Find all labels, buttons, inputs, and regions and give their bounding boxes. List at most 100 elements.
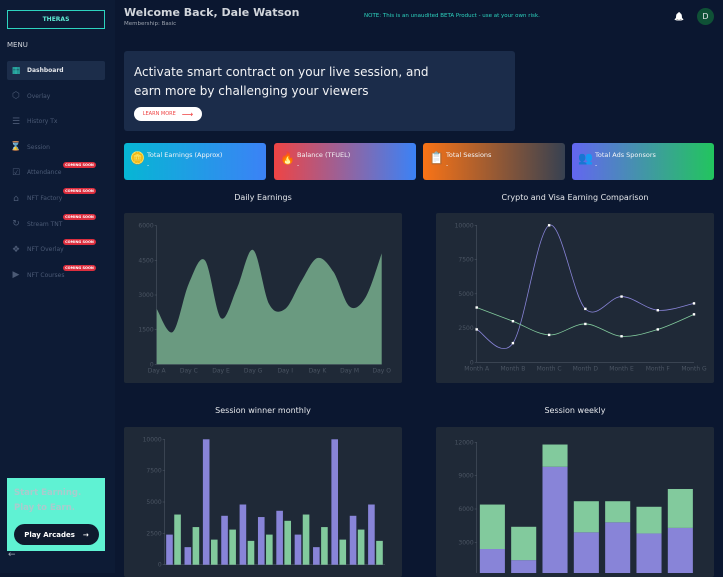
sidebar-item-nft-courses[interactable]: ▶ NFT Courses xyxy=(7,266,105,285)
bar-segment xyxy=(573,532,599,573)
y-tick-label: 1500 xyxy=(138,327,153,334)
data-point xyxy=(584,307,587,311)
grid-icon: ▦ xyxy=(11,65,21,76)
coins-icon: 🪙 xyxy=(130,151,145,165)
y-tick-label: 4500 xyxy=(138,257,153,264)
chart-card-session-winner-monthly: 0 2500 5000 7500 10000 xyxy=(124,427,402,577)
learn-more-button[interactable]: LEARN MORE ⟶ xyxy=(134,107,202,121)
stat-value: - xyxy=(595,162,598,169)
x-tick-label: Day C xyxy=(180,367,198,374)
bar-segment xyxy=(573,501,599,533)
sidebar-item-session[interactable]: ⌛ Session xyxy=(7,138,105,157)
bar xyxy=(229,529,236,565)
beta-note: NOTE: This is an unaudited BETA Product … xyxy=(364,13,540,19)
bar-segment xyxy=(542,466,568,573)
sidebar-item-label: Overlay xyxy=(27,92,51,100)
stat-card-total-ads-sponsors: 👥 Total Ads Sponsors - xyxy=(572,143,714,180)
x-tick-label: Month F xyxy=(646,365,671,372)
x-tick-label: Day O xyxy=(372,367,391,374)
bar-segment xyxy=(542,444,568,467)
play-arcades-button[interactable]: Play Arcades → xyxy=(14,524,99,545)
bar xyxy=(368,504,375,565)
stat-value: - xyxy=(147,162,150,169)
sidebar-item-label: NFT Overlay xyxy=(27,246,64,254)
stat-label: Total Ads Sponsors xyxy=(595,151,656,159)
sidebar-item-label: History Tx xyxy=(27,118,58,126)
fire-icon: 🔥 xyxy=(280,151,295,165)
bar xyxy=(321,527,328,565)
y-tick-label: 10000 xyxy=(143,436,162,443)
sidebar-item-attendance[interactable]: ☑ Attendance xyxy=(7,163,105,182)
bar xyxy=(313,547,320,565)
sidebar-item-label: Session xyxy=(27,143,50,151)
data-point xyxy=(547,333,551,337)
bar xyxy=(376,540,383,565)
clipboard-check-icon: 📋 xyxy=(429,151,444,165)
bar-segment xyxy=(636,506,662,534)
data-point xyxy=(475,306,478,309)
brand-button[interactable]: THERAS xyxy=(7,10,105,29)
arrow-right-icon: → xyxy=(82,530,89,539)
learn-more-label: LEARN MORE xyxy=(142,111,176,117)
cube-icon: ⬡ xyxy=(12,91,20,102)
data-point xyxy=(620,295,623,298)
sidebar-item-nft-overlay[interactable]: ❖ NFT Overlay xyxy=(7,240,105,259)
sidebar-item-label: NFT Factory xyxy=(27,195,63,202)
bar xyxy=(266,534,273,565)
sidebar-item-history-tx[interactable]: ☰ History Tx xyxy=(7,112,105,131)
y-tick-label: 0 xyxy=(158,562,162,569)
avatar[interactable]: D xyxy=(697,8,714,25)
list-icon: ☰ xyxy=(11,116,21,127)
bar xyxy=(202,439,210,565)
bar xyxy=(357,529,365,565)
sidebar-item-overlay[interactable]: ⬡ Overlay xyxy=(7,87,105,106)
bar-segment xyxy=(479,549,505,573)
x-tick-label: Month E xyxy=(609,365,634,372)
y-tick-label: 6000 xyxy=(458,506,473,513)
refresh-icon: ↻ xyxy=(12,219,20,230)
play-arcades-label: Play Arcades xyxy=(24,530,75,539)
arrow-right-icon: ⟶ xyxy=(181,109,194,119)
data-point xyxy=(511,341,515,345)
promo-line-1: Start Earning. xyxy=(14,488,82,498)
bar xyxy=(339,539,347,565)
data-point xyxy=(656,309,659,312)
x-tick-label: Month D xyxy=(573,365,599,372)
x-tick-label: Month C xyxy=(537,365,562,372)
data-point xyxy=(692,302,696,305)
bar xyxy=(239,504,247,565)
membership-label: Membership: Basic xyxy=(124,21,177,27)
bar xyxy=(192,527,200,565)
x-tick-label: Day G xyxy=(244,367,263,374)
stat-value: - xyxy=(297,162,300,169)
x-tick-label: Month G xyxy=(681,365,707,372)
stat-label: Total Sessions xyxy=(446,151,492,159)
bar xyxy=(331,439,339,565)
y-tick-label: 12000 xyxy=(455,439,474,446)
x-tick-label: Day A xyxy=(148,367,167,374)
promo-line-2: Play to Earn. xyxy=(14,503,75,513)
video-icon: ▶ xyxy=(12,270,20,281)
sidebar-item-dashboard[interactable]: ▦ Dashboard xyxy=(7,61,105,80)
cubes-icon: ❖ xyxy=(11,244,21,255)
chart-card-session-weekly: 3000 6000 9000 12000 xyxy=(436,427,714,577)
stat-label: Balance (TFUEL) xyxy=(297,151,351,159)
sidebar-item-label: Dashboard xyxy=(27,67,64,74)
stat-label: Total Earnings (Approx) xyxy=(147,151,223,159)
y-tick-label: 2500 xyxy=(146,530,161,537)
stat-card-total-sessions: 📋 Total Sessions - xyxy=(423,143,565,180)
bar-segment xyxy=(511,526,537,561)
stat-card-balance-tfuel-: 🔥 Balance (TFUEL) - xyxy=(274,143,416,180)
y-tick-label: 0 xyxy=(150,361,154,368)
calendar-check-icon: ☑ xyxy=(11,167,21,178)
bar xyxy=(257,517,265,565)
sidebar-item-stream-tnt[interactable]: ↻ Stream TNT xyxy=(7,215,105,234)
sidebar-item-nft-factory[interactable]: ⌂ NFT Factory xyxy=(7,189,105,208)
y-tick-label: 2500 xyxy=(458,325,473,332)
bell-icon[interactable]: 🔔 xyxy=(674,12,684,21)
collapse-arrow-icon[interactable]: ← xyxy=(8,550,16,560)
chart-card-daily-earnings: 0 1500 3000 4500 6000 Day A Day C Day E Day G Day… xyxy=(124,213,402,383)
y-tick-label: 5000 xyxy=(458,291,473,298)
